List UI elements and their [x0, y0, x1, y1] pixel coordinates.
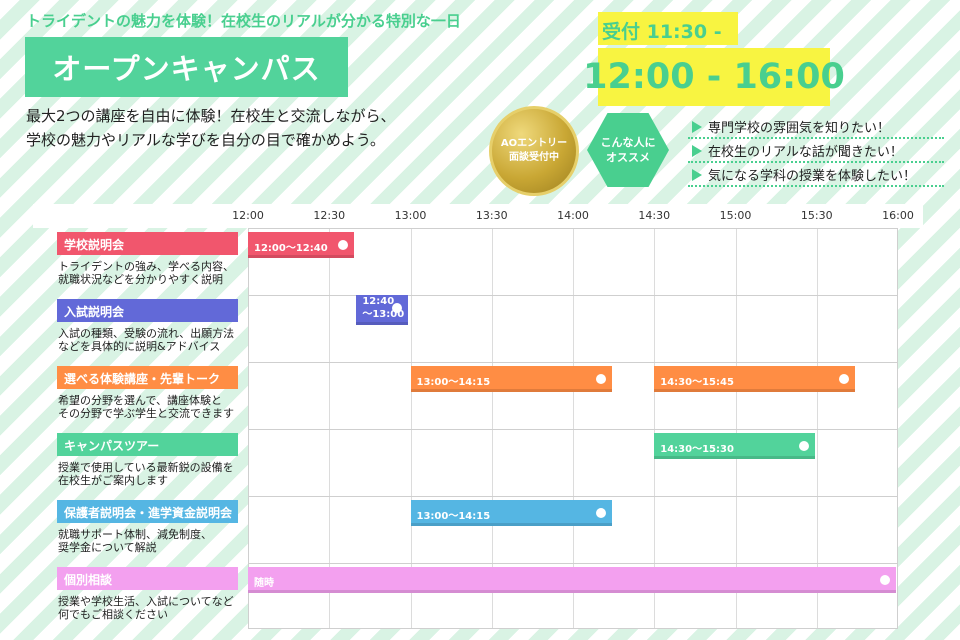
- triangle-right-icon: [692, 168, 702, 181]
- session-bar[interactable]: 12:40 〜13:00: [356, 295, 409, 325]
- grid-vline: [735, 229, 737, 628]
- category-label: 学校説明会: [57, 232, 238, 255]
- intro-line-2: 学校の魅力やリアルな学びを自分の目で確かめよう。: [26, 131, 385, 149]
- grid-vline: [654, 229, 656, 628]
- category-description: 希望の分野を選んで、講座体験と その分野で学ぶ学生と交流できます: [58, 394, 248, 420]
- category-description: 入試の種類、受験の流れ、出願方法 などを具体的に説明&アドバイス: [58, 327, 248, 353]
- grid-vline: [410, 229, 412, 628]
- page-title: オープンキャンパス: [25, 37, 348, 97]
- category-description-line: 入試の種類、受験の流れ、出願方法: [58, 327, 235, 340]
- circle-dot-icon: [595, 374, 606, 384]
- grid-vline: [491, 229, 493, 628]
- session-bar[interactable]: 13:00〜14:15: [410, 366, 612, 392]
- recommend-hex-badge: こんな人に オススメ: [587, 113, 669, 187]
- time-tick-label: 12:00: [232, 209, 264, 222]
- ao-badge-line-2: 面談受付中: [509, 152, 559, 163]
- reception-time: 受付 11:30 -: [598, 12, 738, 45]
- session-bar[interactable]: 13:00〜14:15: [410, 500, 612, 526]
- session-time-label: 随時: [254, 578, 274, 589]
- hex-badge-line-2: オススメ: [606, 151, 650, 164]
- category-description: 授業や学校生活、入試についてなど 何でもご相談ください: [58, 595, 248, 621]
- category-description-line: 授業や学校生活、入試についてなど: [58, 595, 234, 608]
- schedule-grid: [248, 228, 898, 629]
- recommend-item-text: 専門学校の雰囲気を知りたい！: [708, 121, 891, 136]
- time-tick-label: 14:30: [638, 209, 671, 222]
- grid-hline: [249, 429, 897, 430]
- category-description-line: などを具体的に説明&アドバイス: [58, 340, 221, 353]
- session-time-label: 13:00〜14:15: [416, 511, 491, 522]
- category-description: 就職サポート体制、減免制度、 奨学金について解説: [58, 528, 248, 554]
- time-tick-label: 16:00: [882, 209, 914, 222]
- grid-vline: [329, 229, 331, 628]
- grid-hline: [249, 496, 897, 497]
- triangle-right-icon: [692, 144, 702, 157]
- session-bar[interactable]: 14:30〜15:30: [654, 433, 815, 459]
- recommend-item-text: 気になる学科の授業を体験したい！: [708, 169, 917, 184]
- category-description-line: その分野で学ぶ学生と交流できます: [58, 407, 234, 420]
- category-label: 入試説明会: [57, 299, 238, 322]
- time-tick-label: 15:00: [719, 209, 752, 222]
- session-time-label: 〜13:00: [362, 309, 405, 320]
- category-label: 個別相談: [57, 567, 238, 590]
- category-description-line: トライデントの強み、学べる内容、: [58, 260, 234, 273]
- time-tick-label: 13:00: [394, 209, 427, 222]
- session-time-label: 13:00〜14:15: [416, 377, 491, 388]
- recommend-list: 専門学校の雰囲気を知りたい！ 在校生のリアルな話が聞きたい！ 気になる学科の授業…: [688, 116, 944, 188]
- time-tick-label: 14:00: [557, 209, 589, 222]
- recommend-item: 専門学校の雰囲気を知りたい！: [688, 116, 944, 139]
- category-description-line: 何でもご相談ください: [58, 608, 168, 621]
- session-bar[interactable]: 随時: [248, 567, 896, 593]
- grid-vline: [573, 229, 574, 628]
- recommend-item: 気になる学科の授業を体験したい！: [688, 164, 944, 187]
- grid-hline: [249, 295, 897, 296]
- category-description: トライデントの強み、学べる内容、 就職状況などを分かりやすく説明: [58, 260, 248, 286]
- grid-hline: [249, 563, 897, 564]
- circle-dot-icon: [839, 374, 850, 384]
- ao-badge-line-1: AOエントリー: [500, 138, 568, 149]
- ao-entry-badge: AOエントリー 面談受付中: [489, 106, 579, 196]
- category-description-line: 奨学金について解説: [58, 541, 157, 554]
- intro-line-1: 最大2つの講座を自由に体験！在校生と交流しながら、: [26, 107, 396, 125]
- session-bar[interactable]: 12:00〜12:40: [248, 232, 355, 258]
- circle-dot-icon: [595, 508, 606, 518]
- intro-text: 最大2つの講座を自由に体験！在校生と交流しながら、 学校の魅力やリアルな学びを自…: [26, 104, 396, 152]
- category-description-line: 在校生がご案内します: [58, 474, 168, 487]
- category-description-line: 授業で使用している最新鋭の設備を: [58, 461, 234, 474]
- triangle-right-icon: [692, 120, 702, 133]
- session-bar[interactable]: 14:30〜15:45: [654, 366, 856, 392]
- circle-dot-icon: [338, 240, 349, 250]
- time-tick-label: 15:30: [800, 209, 833, 222]
- circle-dot-icon: [392, 303, 403, 313]
- category-label: キャンパスツアー: [57, 433, 238, 456]
- category-description-line: 就職状況などを分かりやすく説明: [58, 273, 223, 286]
- category-label: 選べる体験講座・先輩トーク: [57, 366, 238, 389]
- time-tick-label: 13:30: [475, 209, 508, 222]
- recommend-item: 在校生のリアルな話が聞きたい！: [688, 140, 944, 163]
- session-time-label: 12:40: [362, 296, 395, 307]
- session-time-label: 12:00〜12:40: [254, 243, 328, 254]
- category-label: 保護者説明会・進学資金説明会: [57, 500, 238, 523]
- timeline-header: 12:00 12:30 13:00 13:30 14:00 14:30 15:00 15:30…: [33, 204, 923, 228]
- circle-dot-icon: [798, 441, 809, 451]
- session-time-label: 14:30〜15:45: [660, 377, 734, 388]
- category-description-line: 就職サポート体制、減免制度、: [58, 528, 212, 541]
- recommend-item-text: 在校生のリアルな話が聞きたい！: [708, 145, 903, 160]
- tagline: トライデントの魅力を体験！在校生のリアルが分かる特別な一日: [26, 12, 461, 30]
- category-description: 授業で使用している最新鋭の設備を 在校生がご案内します: [58, 461, 248, 487]
- session-time-label: 14:30〜15:30: [660, 444, 734, 455]
- event-time: 12:00 - 16:00: [583, 48, 845, 106]
- grid-hline: [249, 362, 897, 363]
- hex-badge-line-1: こんな人に: [600, 136, 656, 149]
- time-tick-label: 12:30: [313, 209, 346, 222]
- category-description-line: 希望の分野を選んで、講座体験と: [58, 394, 223, 407]
- grid-vline: [816, 229, 818, 628]
- circle-dot-icon: [880, 575, 890, 585]
